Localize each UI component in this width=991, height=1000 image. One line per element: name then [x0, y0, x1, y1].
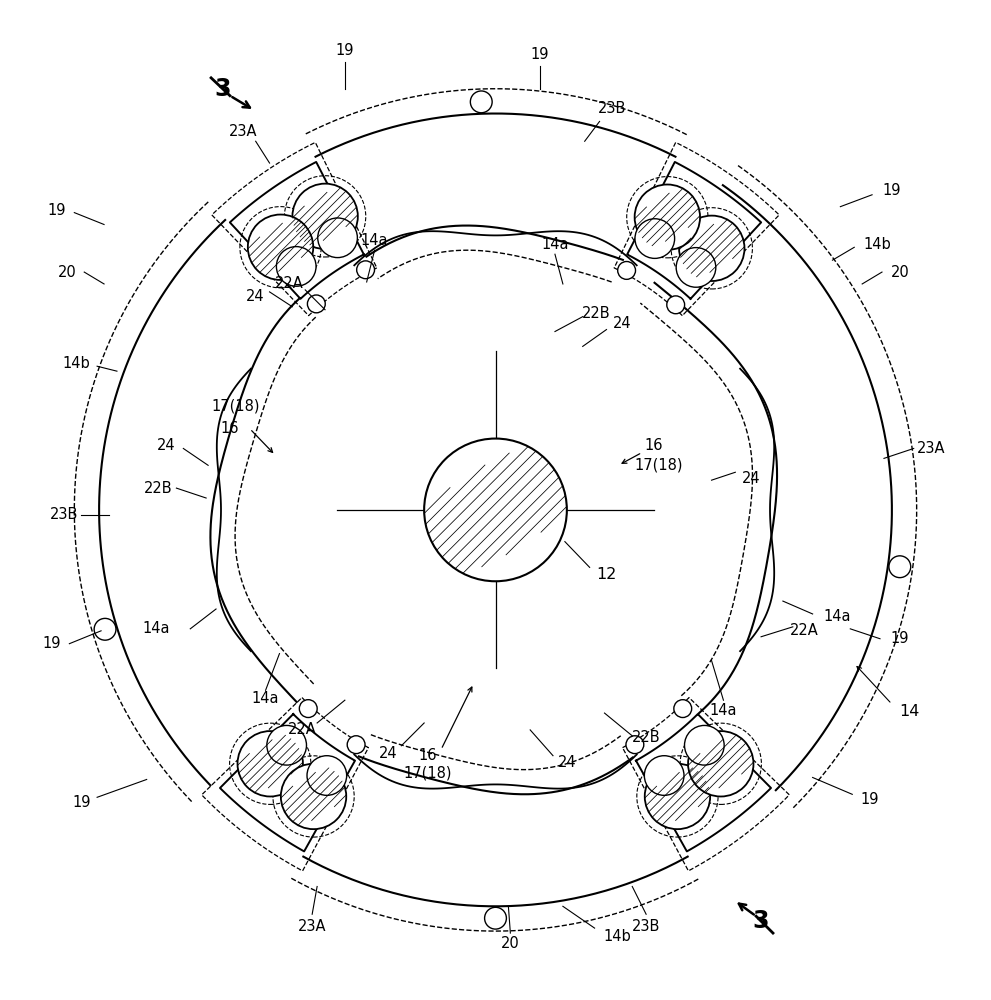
Circle shape — [645, 764, 711, 829]
Text: 17(18): 17(18) — [635, 458, 683, 473]
Text: 24: 24 — [613, 316, 631, 331]
Circle shape — [644, 756, 684, 795]
Circle shape — [685, 725, 724, 765]
Circle shape — [276, 247, 316, 286]
Circle shape — [485, 907, 506, 929]
Circle shape — [889, 556, 911, 578]
Text: 23B: 23B — [599, 101, 626, 116]
Text: 19: 19 — [336, 43, 354, 58]
Circle shape — [307, 295, 325, 313]
Text: 14b: 14b — [863, 237, 891, 252]
Text: 20: 20 — [501, 936, 519, 951]
Text: 14b: 14b — [62, 356, 90, 371]
Circle shape — [634, 185, 700, 250]
Text: 24: 24 — [380, 746, 397, 761]
Text: 19: 19 — [48, 203, 65, 218]
Text: 14a: 14a — [824, 609, 851, 624]
Text: 3: 3 — [753, 909, 769, 933]
Text: 23B: 23B — [51, 507, 78, 522]
Text: 19: 19 — [531, 47, 549, 62]
Text: 24: 24 — [742, 471, 760, 486]
Text: 19: 19 — [891, 631, 909, 646]
Circle shape — [299, 700, 317, 718]
Text: 14a: 14a — [710, 703, 737, 718]
Circle shape — [248, 215, 313, 280]
Text: 20: 20 — [58, 265, 76, 280]
Text: 3: 3 — [215, 77, 231, 101]
Text: 24: 24 — [558, 755, 576, 770]
Text: 23B: 23B — [632, 919, 660, 934]
Text: 22B: 22B — [632, 730, 660, 745]
Circle shape — [267, 725, 306, 765]
Text: 24: 24 — [158, 438, 175, 453]
Circle shape — [280, 764, 346, 829]
Text: 17(18): 17(18) — [404, 765, 452, 780]
Text: 16: 16 — [419, 748, 437, 763]
Text: 12: 12 — [597, 567, 616, 582]
Text: 22B: 22B — [583, 306, 610, 321]
Text: 23A: 23A — [298, 919, 326, 934]
Text: 14b: 14b — [604, 929, 631, 944]
Text: 22A: 22A — [287, 722, 317, 737]
Text: 22B: 22B — [145, 481, 172, 496]
Circle shape — [318, 218, 358, 258]
Circle shape — [679, 216, 744, 281]
Circle shape — [674, 700, 692, 718]
Circle shape — [238, 731, 303, 796]
Circle shape — [676, 248, 716, 287]
Circle shape — [667, 296, 685, 314]
Circle shape — [94, 618, 116, 640]
Text: 23A: 23A — [918, 441, 945, 456]
Circle shape — [292, 184, 358, 249]
Circle shape — [424, 439, 567, 581]
Text: 14a: 14a — [541, 237, 569, 252]
Text: 24: 24 — [247, 289, 265, 304]
Text: 14a: 14a — [252, 691, 279, 706]
Text: 19: 19 — [883, 183, 901, 198]
Circle shape — [471, 91, 493, 113]
Text: 14a: 14a — [361, 233, 388, 248]
Text: 22A: 22A — [275, 276, 304, 291]
Text: 19: 19 — [43, 636, 60, 651]
Circle shape — [626, 736, 644, 754]
Text: 17(18): 17(18) — [212, 398, 260, 413]
Circle shape — [347, 736, 365, 754]
Text: 19: 19 — [72, 795, 90, 810]
Text: 22A: 22A — [790, 623, 820, 638]
Circle shape — [307, 756, 347, 795]
Text: 14: 14 — [900, 704, 920, 719]
Text: 19: 19 — [861, 792, 879, 807]
Circle shape — [357, 261, 375, 279]
Text: 23A: 23A — [229, 124, 257, 139]
Circle shape — [617, 262, 635, 279]
Text: 14a: 14a — [143, 621, 170, 636]
Circle shape — [635, 219, 675, 258]
Text: 16: 16 — [645, 438, 663, 453]
Circle shape — [688, 731, 753, 796]
Text: 16: 16 — [221, 421, 239, 436]
Text: 20: 20 — [891, 265, 909, 280]
